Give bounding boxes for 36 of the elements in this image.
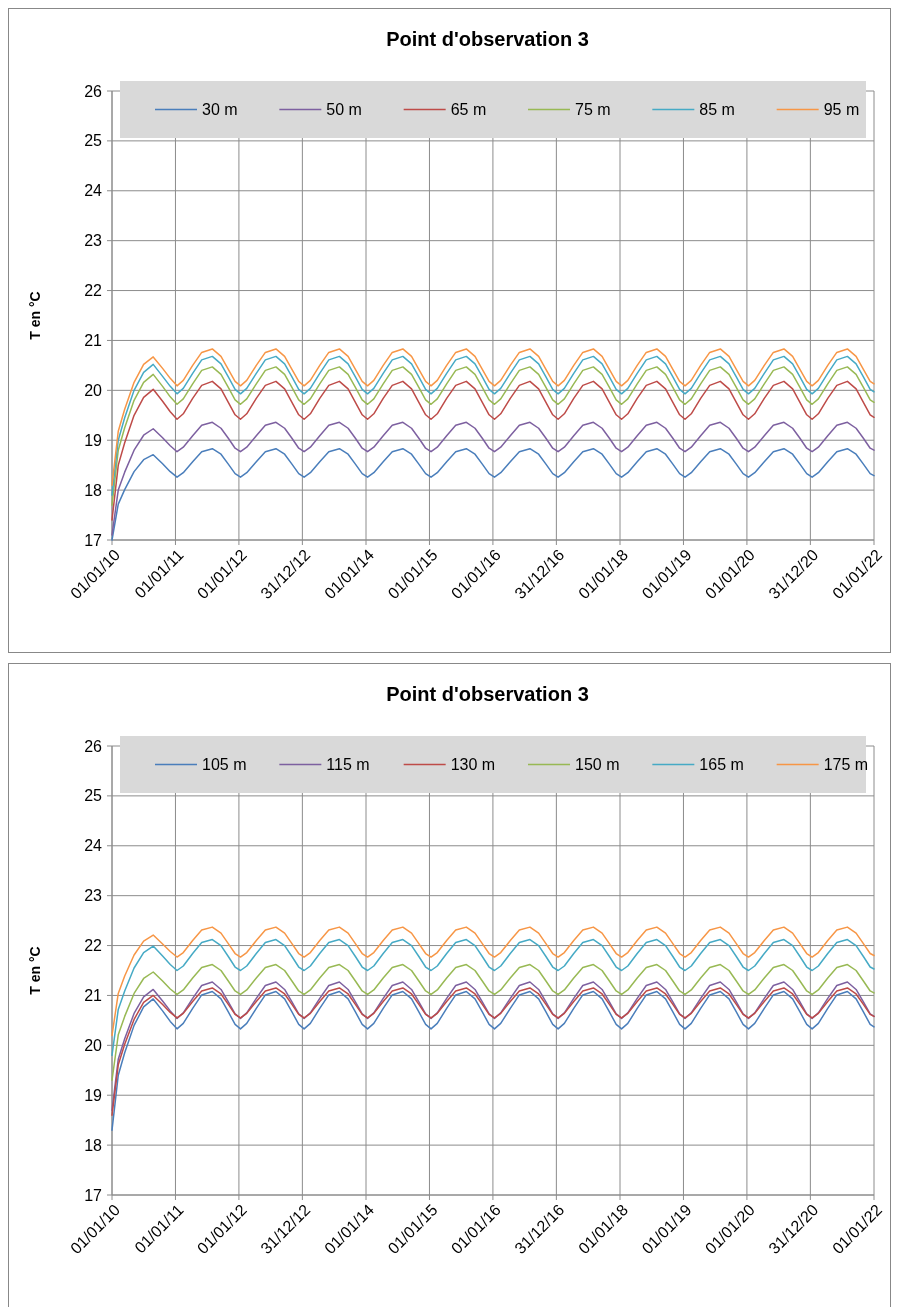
y-tick-label: 17 (84, 1186, 103, 1204)
legend-label: 95 m (823, 101, 860, 119)
y-tick-label: 21 (84, 332, 103, 350)
y-tick-label: 26 (84, 82, 103, 100)
legend-label: 50 m (326, 101, 362, 119)
y-axis-title: T en °C (27, 946, 43, 995)
y-tick-label: 24 (84, 182, 103, 200)
y-axis-title: T en °C (27, 291, 43, 340)
legend-label: 85 m (699, 101, 735, 119)
legend-label: 105 m (202, 756, 247, 774)
y-tick-label: 18 (84, 1136, 103, 1154)
chart-title: Point d'observation 3 (386, 28, 589, 50)
y-tick-label: 25 (84, 132, 103, 150)
y-tick-label: 25 (84, 787, 103, 805)
y-tick-label: 23 (84, 232, 103, 250)
y-tick-label: 18 (84, 481, 103, 499)
y-tick-label: 22 (84, 937, 103, 955)
y-tick-label: 20 (84, 381, 103, 399)
y-tick-label: 17 (84, 531, 103, 549)
legend-label: 150 m (575, 756, 620, 774)
chart-title: Point d'observation 3 (386, 683, 589, 705)
legend-label: 65 m (450, 101, 487, 119)
legend-label: 165 m (699, 756, 744, 774)
legend-label: 175 m (823, 756, 869, 774)
legend-label: 115 m (326, 756, 370, 774)
legend-label: 30 m (202, 101, 238, 119)
y-tick-label: 26 (84, 737, 103, 755)
y-tick-label: 24 (84, 837, 103, 855)
y-tick-label: 23 (84, 887, 103, 905)
y-tick-label: 19 (84, 1086, 103, 1104)
y-tick-label: 21 (84, 987, 103, 1005)
legend-label: 130 m (450, 756, 496, 774)
legend-label: 75 m (575, 101, 611, 119)
y-tick-label: 19 (84, 431, 103, 449)
y-tick-label: 20 (84, 1036, 103, 1054)
y-tick-label: 22 (84, 282, 103, 300)
